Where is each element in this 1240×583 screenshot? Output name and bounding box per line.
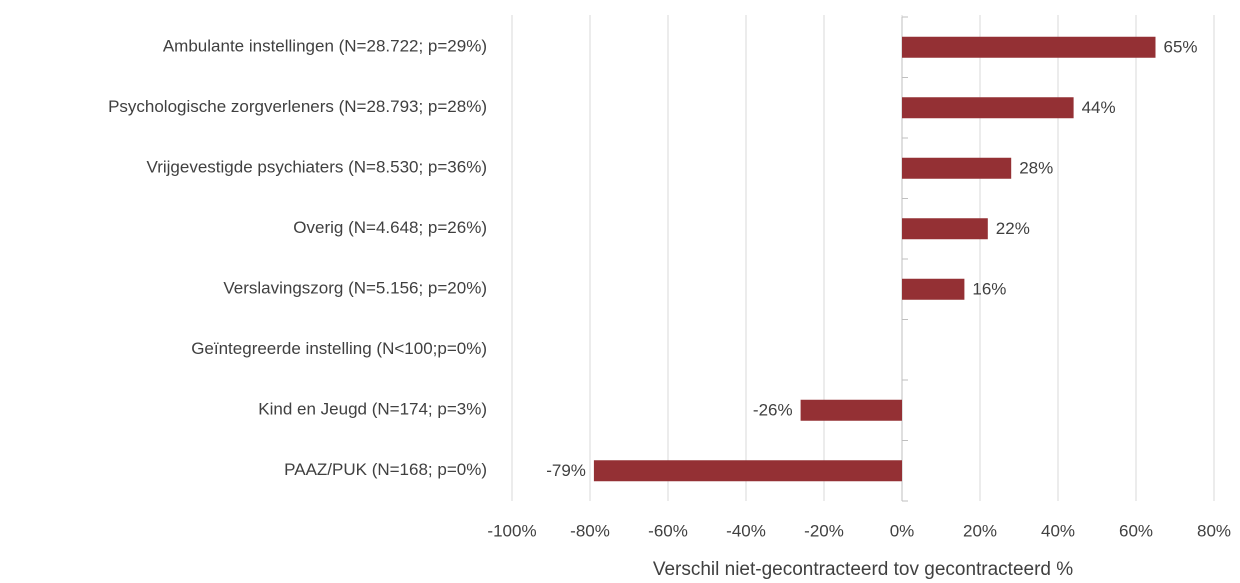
bar — [902, 97, 1074, 119]
bar — [902, 36, 1156, 58]
y-tick-label: Geïntegreerde instelling (N<100;p=0%) — [191, 339, 487, 358]
x-tick-label: -60% — [648, 521, 688, 540]
x-tick-label: 40% — [1041, 521, 1075, 540]
y-tick-label: Ambulante instellingen (N=28.722; p=29%) — [163, 37, 487, 56]
x-tick-label: 80% — [1197, 521, 1231, 540]
y-tick-label: PAAZ/PUK (N=168; p=0%) — [284, 460, 487, 479]
bar — [902, 218, 988, 240]
x-tick-label: 60% — [1119, 521, 1153, 540]
value-label: 22% — [996, 219, 1030, 238]
x-tick-label: 20% — [963, 521, 997, 540]
x-tick-label: -20% — [804, 521, 844, 540]
value-label: -26% — [753, 401, 793, 420]
bar — [902, 157, 1012, 179]
x-tick-label: -80% — [570, 521, 610, 540]
value-label: 44% — [1082, 98, 1116, 117]
y-tick-label: Vrijgevestigde psychiaters (N=8.530; p=3… — [147, 158, 488, 177]
value-label: -79% — [546, 461, 586, 480]
y-tick-label: Kind en Jeugd (N=174; p=3%) — [258, 400, 487, 419]
x-tick-label: 0% — [890, 521, 915, 540]
x-tick-label: -40% — [726, 521, 766, 540]
bar — [800, 399, 902, 421]
y-tick-label: Verslavingszorg (N=5.156; p=20%) — [223, 279, 487, 298]
value-label: 28% — [1019, 159, 1053, 178]
x-axis-label: Verschil niet-gecontracteerd tov gecontr… — [653, 559, 1073, 580]
x-tick-label: -100% — [487, 521, 536, 540]
value-label: 16% — [972, 280, 1006, 299]
y-tick-label: Psychologische zorgverleners (N=28.793; … — [108, 97, 487, 116]
bar — [902, 278, 965, 300]
value-label: 65% — [1164, 38, 1198, 57]
y-tick-label: Overig (N=4.648; p=26%) — [293, 218, 487, 237]
bar — [593, 460, 902, 482]
